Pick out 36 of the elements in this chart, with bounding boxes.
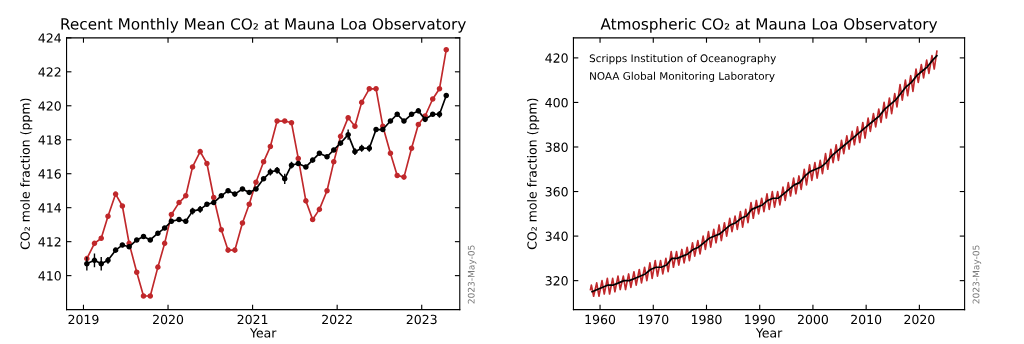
y-tick-label: 414 bbox=[38, 203, 61, 213]
x-tick-label: 2020 bbox=[153, 314, 184, 325]
y-tick-label: 340 bbox=[545, 231, 568, 242]
x-axis-title: Year bbox=[249, 328, 277, 338]
y-tick-label: 416 bbox=[38, 169, 61, 179]
x-tick-label: 2019 bbox=[68, 314, 99, 325]
y-axis-title: CO₂ mole fraction (ppm) bbox=[20, 98, 33, 250]
y-tick-label: 420 bbox=[38, 101, 61, 111]
x-tick-label: 2022 bbox=[322, 314, 352, 325]
x-tick-label: 1960 bbox=[585, 314, 616, 325]
annotation: Scripps Institution of Oceanography bbox=[589, 54, 776, 65]
text: 2023-May-05 bbox=[972, 245, 982, 304]
y-axis-title: CO₂ mole fraction (ppm) bbox=[527, 98, 540, 250]
text: 2023-May-05 bbox=[467, 245, 477, 304]
y-tick-label: 412 bbox=[38, 237, 61, 247]
y-tick-label: 410 bbox=[38, 271, 61, 281]
chart-title: Recent Monthly Mean CO₂ at Mauna Loa Observatory bbox=[61, 17, 466, 33]
x-tick-label: 2023 bbox=[406, 314, 437, 325]
x-tick-label: 2021 bbox=[237, 314, 268, 325]
chart-title: Atmospheric CO₂ at Mauna Loa Observatory bbox=[600, 17, 938, 33]
y-tick-label: 424 bbox=[38, 33, 61, 43]
y-tick-label: 418 bbox=[38, 135, 61, 145]
y-tick-label: 420 bbox=[545, 53, 568, 63]
x-tick-label: 2000 bbox=[797, 314, 829, 325]
x-axis-title: Year bbox=[755, 328, 783, 338]
x-tick-label: 1990 bbox=[745, 314, 775, 325]
x-tick-label: 2020 bbox=[904, 314, 935, 325]
x-tick-label: 1970 bbox=[638, 314, 669, 325]
annotation: NOAA Global Monitoring Laboratory bbox=[590, 71, 775, 82]
y-tick-label: 360 bbox=[545, 187, 568, 197]
y-tick-label: 400 bbox=[545, 97, 568, 108]
x-tick-label: 1980 bbox=[691, 314, 722, 325]
y-tick-label: 320 bbox=[545, 276, 568, 286]
x-tick-label: 2010 bbox=[851, 314, 882, 325]
y-tick-label: 380 bbox=[545, 142, 568, 152]
y-tick-label: 422 bbox=[38, 67, 61, 77]
